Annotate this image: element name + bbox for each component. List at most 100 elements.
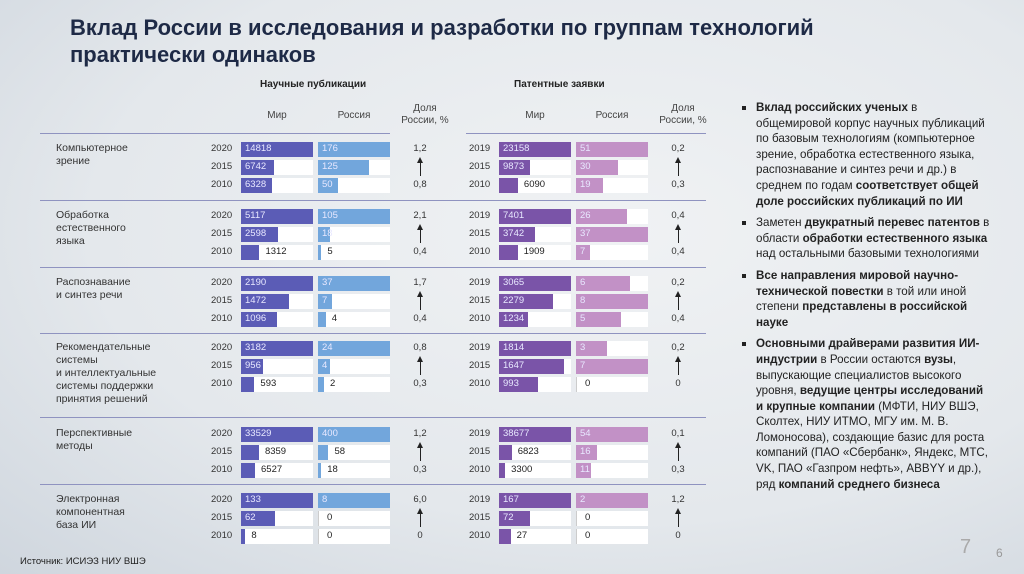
year-label: 2010 — [211, 313, 233, 324]
bar-fill-russia — [576, 463, 591, 478]
year-label: 2010 — [211, 378, 233, 389]
share-2010: 0,3 — [671, 179, 685, 190]
bar-value-world: 3182 — [245, 342, 267, 353]
bar-value-world: 2190 — [245, 277, 267, 288]
bar-value-russia: 58 — [334, 446, 346, 457]
share-2010: 0,4 — [671, 246, 685, 257]
bar-fill-russia — [318, 276, 390, 291]
bar-value-russia: 0 — [327, 530, 333, 541]
share-latest: 0,2 — [671, 143, 685, 154]
group-name: Перспективные методы — [56, 427, 133, 452]
bar-value-world: 3742 — [503, 228, 525, 239]
bar-value-world: 3065 — [503, 277, 525, 288]
share-2010: 0,3 — [671, 464, 685, 475]
bar-world: 6823 — [499, 445, 571, 460]
bar-value-russia: 6 — [580, 277, 586, 288]
column-header-russia: Россия — [337, 110, 371, 121]
bar-value-russia: 19 — [580, 179, 591, 190]
bar-fill-russia — [576, 178, 603, 193]
share-latest: 0,2 — [671, 342, 685, 353]
bar-fill-russia — [576, 227, 648, 242]
bar-value-world: 2598 — [245, 228, 267, 239]
bar-russia: 6 — [576, 276, 648, 291]
bar-russia: 54 — [576, 427, 648, 442]
bar-value-russia: 125 — [322, 161, 338, 172]
bullet-list: Вклад российских ученых в общемировой ко… — [742, 100, 992, 498]
bar-fill-russia — [318, 178, 339, 193]
bar-value-world: 1814 — [503, 342, 525, 353]
bar-value-world: 27 — [516, 530, 528, 541]
year-label: 2020 — [211, 428, 233, 439]
year-label: 2010 — [469, 464, 491, 475]
share-latest: 6,0 — [413, 494, 427, 505]
bar-russia: 0 — [576, 511, 648, 526]
source-note: Источник: ИСИЭЗ НИУ ВШЭ — [20, 556, 146, 567]
bar-russia: 0 — [576, 377, 648, 392]
bar-world: 6090 — [499, 178, 571, 193]
share-latest: 1,2 — [413, 428, 427, 439]
bar-value-world: 8359 — [264, 446, 287, 457]
arrow-shaft — [678, 162, 679, 176]
bar-fill-world — [499, 377, 539, 392]
column-header-russia: Россия — [595, 110, 629, 121]
bar-value-world: 6742 — [245, 161, 267, 172]
bar-russia: 8 — [318, 493, 390, 508]
bar-fill-world — [499, 445, 512, 460]
bar-fill-world — [241, 493, 313, 508]
bar-value-russia: 4 — [331, 313, 338, 324]
arrow-shaft — [420, 447, 421, 461]
bar-value-russia: 3 — [580, 342, 586, 353]
arrow-shaft — [420, 361, 421, 375]
share-latest: 2,1 — [413, 210, 427, 221]
bar-russia: 18 — [318, 227, 390, 242]
share-latest: 1,2 — [413, 143, 427, 154]
bar-fill-russia — [576, 427, 648, 442]
year-label: 2019 — [469, 494, 491, 505]
bar-value-russia: 7 — [580, 360, 586, 371]
bar-value-russia: 18 — [322, 228, 333, 239]
year-label: 2010 — [469, 246, 491, 257]
bar-fill-russia — [318, 209, 390, 224]
bar-fill-world — [499, 463, 506, 478]
bar-fill-russia — [318, 463, 322, 478]
bar-russia: 5 — [576, 312, 648, 327]
bar-value-world: 8 — [251, 530, 257, 541]
bar-fill-russia — [576, 359, 648, 374]
bar-fill-russia — [318, 359, 330, 374]
bar-fill-russia — [576, 493, 648, 508]
bar-russia: 105 — [318, 209, 390, 224]
bar-fill-russia — [318, 445, 329, 460]
bar-value-russia: 37 — [580, 228, 591, 239]
bar-value-russia: 37 — [322, 277, 333, 288]
bar-russia: 37 — [318, 276, 390, 291]
bar-value-world: 167 — [503, 494, 519, 505]
bar-value-world: 6823 — [517, 446, 539, 457]
bar-value-russia: 7 — [322, 295, 328, 306]
bar-value-russia: 18 — [327, 464, 338, 475]
separator — [40, 484, 706, 485]
bar-fill-world — [241, 511, 275, 526]
bar-fill-russia — [576, 209, 627, 224]
bar-world: 6527 — [241, 463, 313, 478]
year-label: 2015 — [211, 512, 233, 523]
year-label: 2010 — [469, 378, 491, 389]
bar-value-world: 993 — [503, 378, 519, 389]
bar-value-world: 6527 — [261, 464, 283, 475]
year-label: 2015 — [469, 161, 491, 172]
bar-russia: 2 — [318, 377, 390, 392]
bar-fill-russia — [576, 142, 648, 157]
bar-value-russia: 0 — [327, 512, 333, 523]
bar-world: 1472 — [241, 294, 313, 309]
bar-fill-world — [241, 276, 313, 291]
year-label: 2020 — [211, 210, 233, 221]
bar-world: 956 — [241, 359, 313, 374]
group-name: Компьютерное зрение — [56, 142, 128, 167]
arrow-shaft — [420, 229, 421, 243]
share-latest: 0,8 — [413, 342, 427, 353]
year-label: 2015 — [469, 512, 491, 523]
share-latest: 1,2 — [671, 494, 685, 505]
bar-fill-world — [499, 276, 571, 291]
bar-russia: 37 — [576, 227, 648, 242]
arrow-shaft — [420, 513, 421, 527]
bar-fill-russia — [318, 377, 324, 392]
